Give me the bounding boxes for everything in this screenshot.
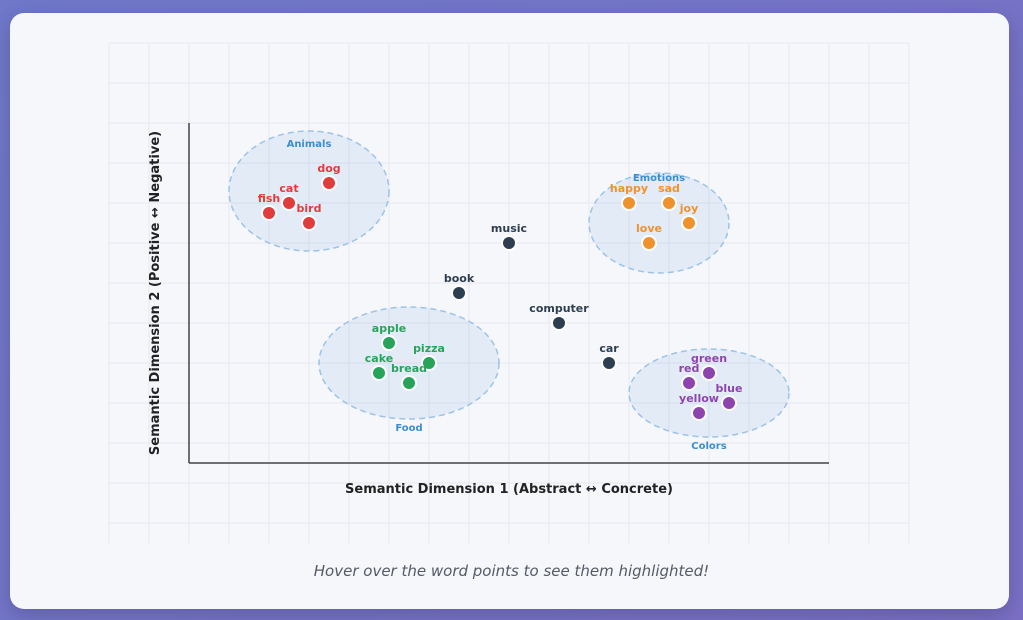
point-label-joy: joy: [679, 202, 699, 215]
point-marker-book[interactable]: [451, 285, 467, 301]
point-marker-bread[interactable]: [401, 375, 417, 391]
word-point-happy[interactable]: happy: [610, 182, 648, 211]
point-label-pizza: pizza: [413, 342, 445, 355]
point-marker-green[interactable]: [701, 365, 717, 381]
word-point-music[interactable]: music: [491, 222, 527, 251]
point-label-music: music: [491, 222, 527, 235]
point-marker-cat[interactable]: [281, 195, 297, 211]
point-marker-happy[interactable]: [621, 195, 637, 211]
point-marker-fish[interactable]: [261, 205, 277, 221]
hover-caption: Hover over the word points to see them h…: [313, 562, 710, 580]
point-marker-yellow[interactable]: [691, 405, 707, 421]
word-point-cake[interactable]: cake: [365, 352, 393, 381]
grid-lines: [108, 42, 910, 543]
y-axis-title: Semantic Dimension 2 (Positive ↔ Negativ…: [148, 131, 163, 455]
word-point-green[interactable]: green: [691, 352, 727, 381]
point-label-love: love: [636, 222, 662, 235]
point-marker-sad[interactable]: [661, 195, 677, 211]
point-label-book: book: [444, 272, 475, 285]
word-point-red[interactable]: red: [679, 362, 700, 391]
point-marker-apple[interactable]: [381, 335, 397, 351]
point-marker-computer[interactable]: [551, 315, 567, 331]
x-axis-title: Semantic Dimension 1 (Abstract ↔ Concret…: [345, 482, 673, 497]
point-marker-music[interactable]: [501, 235, 517, 251]
cluster-label-animals: Animals: [287, 139, 332, 150]
cluster-region-food: [318, 306, 500, 420]
point-label-happy: happy: [610, 182, 648, 195]
word-point-book[interactable]: book: [444, 272, 475, 301]
point-label-yellow: yellow: [679, 392, 719, 405]
word-point-cat[interactable]: cat: [279, 182, 299, 211]
axes: [188, 123, 829, 464]
point-label-computer: computer: [529, 302, 589, 315]
point-marker-dog[interactable]: [321, 175, 337, 191]
word-point-computer[interactable]: computer: [529, 302, 589, 331]
point-marker-joy[interactable]: [681, 215, 697, 231]
word-point-bird[interactable]: bird: [297, 202, 322, 231]
cluster-label-colors: Colors: [691, 441, 726, 452]
point-marker-bird[interactable]: [301, 215, 317, 231]
word-point-sad[interactable]: sad: [658, 182, 680, 211]
cluster-region-colors: [628, 348, 790, 438]
word-point-pizza[interactable]: pizza: [413, 342, 445, 371]
word-point-love[interactable]: love: [636, 222, 662, 251]
word-point-car[interactable]: car: [599, 342, 619, 371]
point-marker-cake[interactable]: [371, 365, 387, 381]
point-label-bread: bread: [391, 362, 427, 375]
point-marker-blue[interactable]: [721, 395, 737, 411]
cluster-label-emotions: Emotions: [633, 173, 685, 184]
word-point-fish[interactable]: fish: [258, 192, 281, 221]
point-label-red: red: [679, 362, 700, 375]
point-marker-car[interactable]: [601, 355, 617, 371]
point-label-car: car: [599, 342, 619, 355]
word-point-blue[interactable]: blue: [716, 382, 743, 411]
point-label-blue: blue: [716, 382, 743, 395]
word-point-dog[interactable]: dog: [317, 162, 341, 191]
point-marker-love[interactable]: [641, 235, 657, 251]
point-marker-red[interactable]: [681, 375, 697, 391]
word-point-joy[interactable]: joy: [679, 202, 699, 231]
word-point-apple[interactable]: apple: [372, 322, 406, 351]
word-point-yellow[interactable]: yellow: [679, 392, 719, 421]
point-label-cake: cake: [365, 352, 393, 365]
point-label-apple: apple: [372, 322, 406, 335]
point-label-fish: fish: [258, 192, 281, 205]
point-label-bird: bird: [297, 202, 322, 215]
point-label-green: green: [691, 352, 727, 365]
cluster-label-food: Food: [395, 423, 422, 434]
point-marker-pizza[interactable]: [421, 355, 437, 371]
point-label-dog: dog: [317, 162, 340, 175]
point-label-cat: cat: [279, 182, 298, 195]
word-point-bread[interactable]: bread: [391, 362, 427, 391]
point-label-sad: sad: [658, 182, 680, 195]
